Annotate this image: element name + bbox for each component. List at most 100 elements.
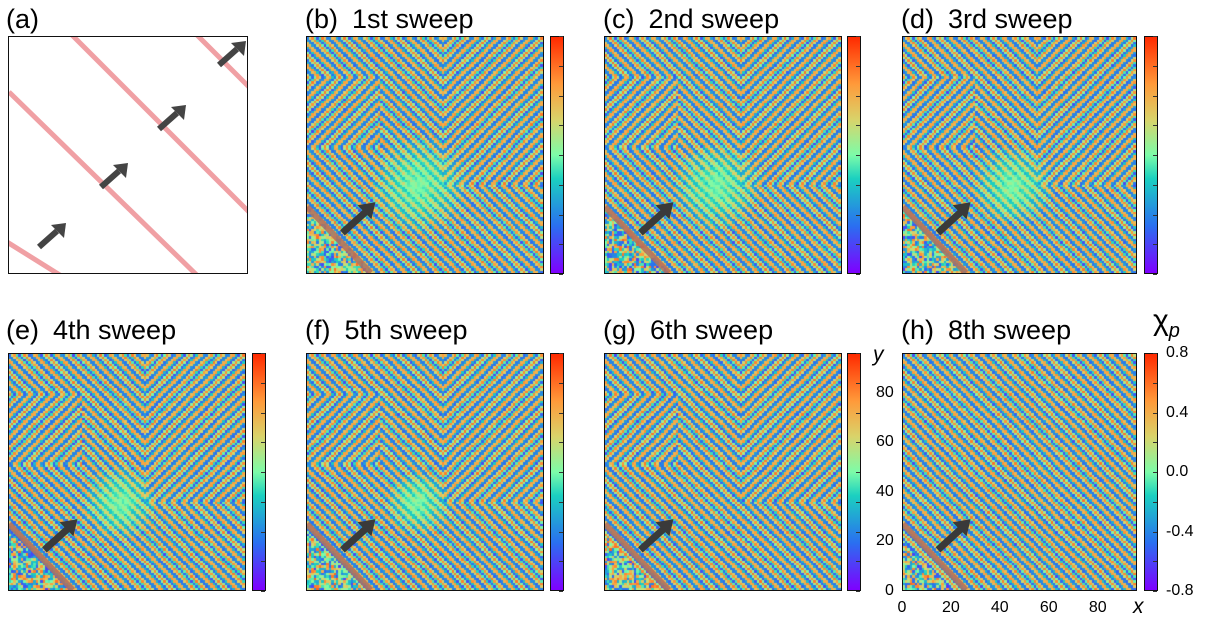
colorbar-tick-label: -0.8 — [1166, 582, 1194, 599]
colorbar-tick — [856, 561, 860, 563]
panel-label-h: (h) 8th sweep — [901, 317, 1071, 344]
heatmap-overlay — [605, 202, 674, 273]
panel-label-b: (b) 1st sweep — [305, 6, 474, 33]
domain-wall-line — [605, 204, 671, 273]
colorbar-label-symbol: χ — [1153, 304, 1169, 337]
colorbar-tick — [856, 274, 860, 275]
arrow-icon — [157, 110, 179, 132]
panel-title: 2nd sweep — [648, 4, 780, 34]
heatmap-panel-c — [604, 36, 842, 274]
colorbar-tick-label: -0.4 — [1166, 522, 1194, 540]
arrow-icon — [340, 526, 369, 553]
colorbar-tick-label: 0.0 — [1166, 463, 1189, 480]
x-tick-label: 0 — [897, 599, 907, 616]
colorbar-tick — [1153, 95, 1157, 97]
arrow-head-icon — [113, 163, 128, 178]
colorbar-tick — [559, 382, 563, 384]
colorbar-tick — [856, 155, 860, 156]
arrow-icon — [37, 228, 59, 250]
heatmap-panel-g — [604, 353, 842, 591]
colorbar-tick — [559, 353, 563, 354]
domain-wall-line — [307, 204, 373, 273]
colorbar-tick — [856, 353, 860, 354]
y-tick-label: 40 — [876, 482, 894, 500]
colorbar-tick — [261, 442, 265, 444]
colorbar-tick — [856, 501, 860, 503]
colorbar-tick — [856, 125, 860, 127]
panel-label-e: (e) 4th sweep — [6, 317, 176, 344]
panel-title: 4th sweep — [53, 315, 177, 345]
colorbar-tick — [261, 501, 265, 503]
heatmap-panel-h — [902, 353, 1137, 591]
colorbar-tick — [1153, 353, 1157, 354]
colorbar-tick — [1153, 244, 1157, 246]
colorbar-tick — [1153, 412, 1157, 414]
panel-title: 5th sweep — [344, 315, 468, 345]
panel-label: (c) — [603, 4, 635, 34]
colorbar-tick — [856, 591, 860, 592]
colorbar-tick — [1153, 184, 1157, 186]
arrow-icon — [935, 209, 964, 236]
colorbar-tick — [559, 65, 563, 67]
colorbar-label: χp — [1153, 304, 1180, 342]
colorbar-tick — [1153, 442, 1157, 444]
colorbar-tick — [856, 65, 860, 67]
colorbar-tick — [559, 184, 563, 186]
colorbar-tick — [559, 214, 563, 216]
colorbar-tick — [856, 531, 860, 533]
colorbar-tick — [1153, 531, 1157, 533]
x-axis-title: x — [1133, 595, 1144, 618]
stripe-line — [9, 240, 62, 273]
domain-wall-line — [9, 521, 75, 590]
colorbar-tick — [856, 36, 860, 37]
panel-label: (h) — [901, 315, 934, 345]
colorbar-tick — [261, 353, 265, 354]
colorbar-tick — [559, 412, 563, 414]
panel-label-c: (c) 2nd sweep — [603, 6, 779, 33]
heatmap-overlay — [903, 519, 971, 590]
colorbar-tick — [261, 591, 265, 592]
colorbar-tick — [856, 244, 860, 246]
colorbar-tick — [261, 531, 265, 533]
domain-wall-line — [903, 204, 969, 273]
colorbar-tick — [1153, 36, 1157, 37]
arrow-head-icon — [59, 519, 78, 537]
colorbar-tick — [1153, 561, 1157, 563]
arrow-head-icon — [231, 41, 246, 56]
colorbar-tick — [559, 531, 563, 533]
arrow-icon — [42, 526, 71, 553]
heatmap-panel-e — [8, 353, 246, 591]
y-axis-title: y — [873, 343, 884, 366]
colorbar-tick — [559, 501, 563, 503]
colorbar-tick — [559, 561, 563, 563]
heatmap-panel-d — [902, 36, 1137, 274]
arrow-head-icon — [51, 223, 66, 238]
heatmap-panel-f — [306, 353, 544, 591]
arrow-icon — [638, 209, 667, 236]
colorbar-tick-label: 0.4 — [1166, 403, 1189, 421]
colorbar-tick — [559, 36, 563, 37]
stripe-line — [9, 90, 199, 273]
heatmap-overlay — [605, 519, 674, 590]
panel-label: (g) — [603, 315, 636, 345]
arrow-head-icon — [655, 202, 674, 220]
panel-label-g: (g) 6th sweep — [603, 317, 773, 344]
colorbar-tick — [559, 244, 563, 246]
arrow-head-icon — [357, 519, 376, 537]
colorbar-tick — [559, 442, 563, 444]
panel-title: 6th sweep — [650, 315, 774, 345]
colorbar-tick — [559, 155, 563, 156]
colorbar-tick — [261, 472, 265, 473]
heatmap-overlay — [307, 519, 376, 590]
colorbar-tick-label: 0.8 — [1166, 344, 1189, 361]
x-tick-label: 80 — [1088, 599, 1107, 616]
domain-wall-line — [903, 521, 969, 590]
colorbar-label-subscript: p — [1168, 320, 1180, 342]
colorbar-tick — [1153, 274, 1157, 275]
colorbar-tick — [856, 184, 860, 186]
domain-wall-line — [307, 521, 373, 590]
colorbar-tick — [1153, 591, 1157, 592]
panel-title: 1st sweep — [352, 4, 474, 34]
colorbar-tick — [1153, 382, 1157, 384]
